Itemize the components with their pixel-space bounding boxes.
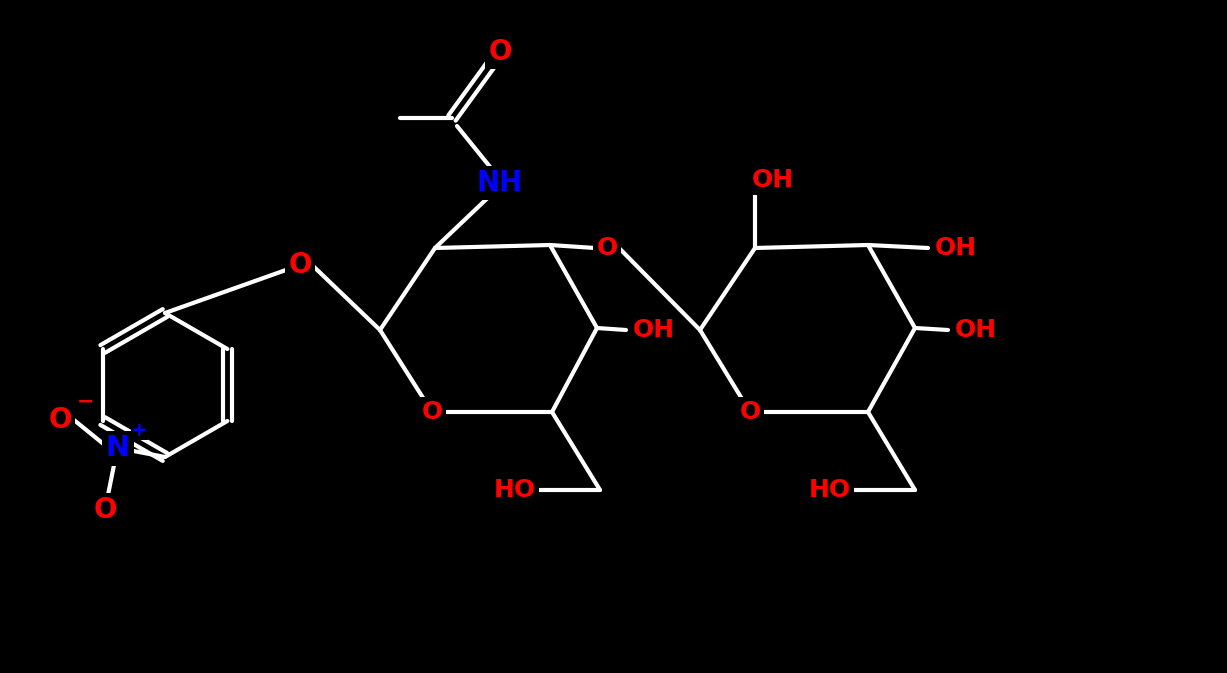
Text: O: O	[488, 38, 512, 66]
Text: HO: HO	[494, 478, 536, 502]
Text: OH: OH	[633, 318, 675, 342]
Text: O: O	[596, 236, 617, 260]
Text: +: +	[131, 421, 147, 440]
Text: OH: OH	[752, 168, 794, 192]
Text: O: O	[93, 496, 117, 524]
Text: O: O	[288, 251, 312, 279]
Text: HO: HO	[809, 478, 852, 502]
Text: N: N	[106, 434, 130, 462]
Text: O: O	[48, 406, 71, 434]
Text: OH: OH	[955, 318, 998, 342]
Text: O: O	[421, 400, 443, 424]
Text: O: O	[421, 400, 443, 424]
Text: O: O	[740, 400, 761, 424]
Text: O: O	[740, 400, 761, 424]
Text: NH: NH	[477, 169, 523, 197]
Text: OH: OH	[935, 236, 977, 260]
Text: −: −	[77, 392, 94, 412]
